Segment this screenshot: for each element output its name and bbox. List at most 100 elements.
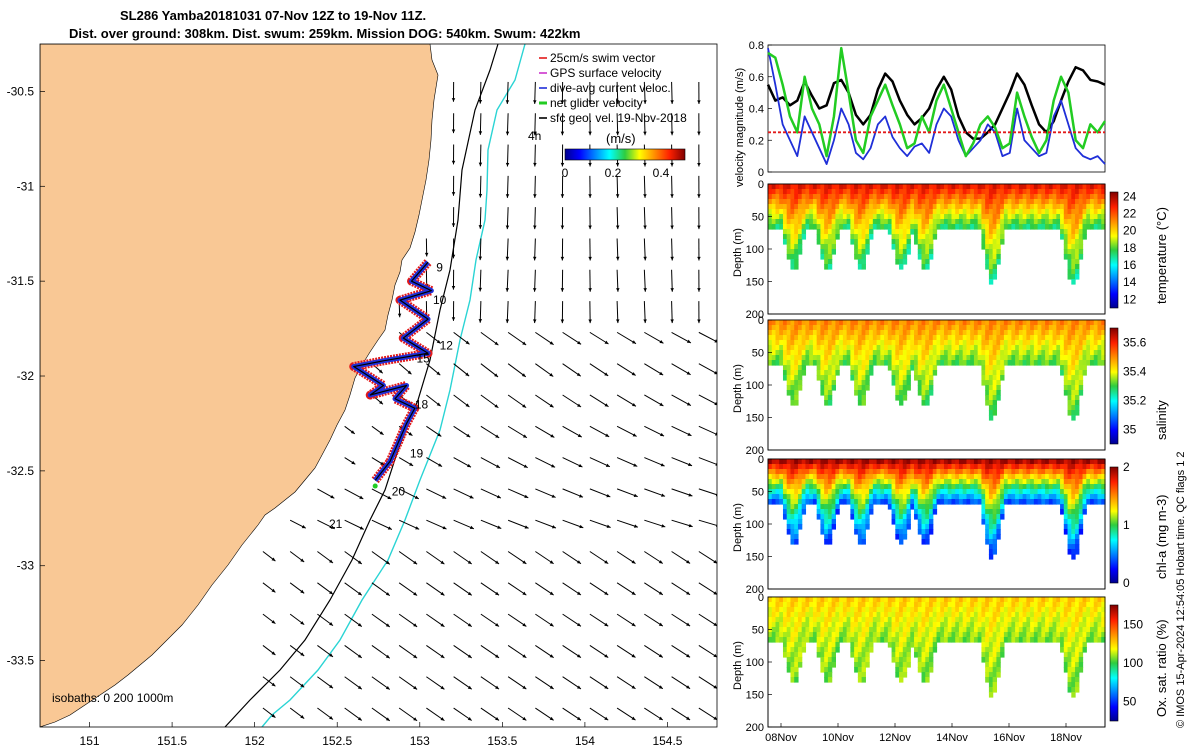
section-cell [1037, 209, 1042, 215]
section-cell [1097, 469, 1102, 475]
section-cell [1030, 602, 1035, 608]
section-cell [1063, 320, 1069, 326]
section-cell [917, 360, 923, 366]
section-cell [880, 494, 885, 500]
section-cell [1041, 219, 1046, 225]
section-cell [1011, 350, 1016, 356]
section-cell [910, 350, 915, 356]
section-cell [842, 355, 848, 361]
section-cell [880, 350, 885, 356]
section-cell [1052, 224, 1057, 230]
section-cell [876, 335, 881, 341]
section-cell [899, 514, 904, 520]
section-cell [861, 249, 866, 255]
section-cell [824, 602, 829, 608]
section-cell [921, 509, 926, 515]
section-cell [1075, 335, 1080, 341]
section-cell [1101, 209, 1106, 215]
section-cell [906, 229, 911, 235]
section-cell [906, 617, 911, 623]
section-cell [1007, 637, 1012, 643]
section-cell [768, 330, 773, 336]
section-cell [1078, 469, 1084, 475]
section-cell [842, 209, 848, 215]
section-cell [771, 627, 777, 633]
velocity-arrow [480, 488, 502, 499]
section-cell [973, 325, 979, 331]
section-cell [884, 494, 889, 500]
section-cell [790, 607, 795, 613]
section-cell [786, 249, 792, 255]
section-cell [816, 184, 822, 190]
section-cell [1015, 597, 1020, 603]
section-cell [929, 657, 934, 663]
section-cell [1026, 194, 1031, 200]
section-cell [775, 637, 780, 643]
section-cell [1041, 330, 1046, 336]
section-cell [996, 345, 1001, 351]
section-cell [958, 479, 964, 485]
section-cell [768, 184, 773, 190]
velocity-arrow-head [494, 404, 499, 408]
section-cell [1093, 627, 1099, 633]
section-cell [1052, 335, 1057, 341]
section-cell [921, 340, 926, 346]
section-cell [884, 469, 889, 475]
section-cell [1003, 204, 1009, 210]
section-cell [771, 199, 777, 205]
velocity-arrow [589, 676, 609, 690]
section-cell [869, 204, 874, 210]
section-cell [1071, 415, 1076, 421]
section-cell [820, 355, 825, 361]
section-cell [1086, 199, 1091, 205]
section-cell [996, 627, 1001, 633]
section-cell [910, 632, 915, 638]
section-cell [854, 375, 859, 381]
section-cell [899, 519, 904, 525]
section-cell [1026, 602, 1031, 608]
section-cell [899, 254, 904, 260]
section-cell [827, 534, 833, 540]
section-cell [1018, 189, 1024, 195]
section-cell [940, 622, 945, 628]
section-cell [1067, 269, 1072, 275]
section-cell [869, 612, 874, 618]
section-cell [794, 622, 799, 628]
day-label: 18 [415, 397, 429, 411]
section-cell [955, 479, 960, 485]
velocity-arrow-head [643, 194, 647, 198]
section-cell [1060, 489, 1065, 495]
velocity-arrow [507, 363, 527, 378]
section-cell [1015, 330, 1020, 336]
section-cell [827, 375, 833, 381]
section-cell [917, 355, 923, 361]
section-cell [996, 209, 1001, 215]
section-cell [884, 489, 889, 495]
section-cell [929, 529, 934, 535]
section-cell [842, 335, 848, 341]
velocity-arrow-head [688, 523, 693, 528]
velocity-arrow-head [714, 339, 717, 343]
section-cell [966, 340, 971, 346]
section-cell [797, 602, 803, 608]
section-cell [996, 249, 1001, 255]
section-cell [1056, 479, 1061, 485]
section-cell [820, 607, 825, 613]
section-cell [865, 479, 870, 485]
section-cell [1067, 662, 1072, 668]
section-cell [940, 360, 945, 366]
velocity-arrow [426, 488, 447, 500]
section-cell [951, 340, 956, 346]
section-cell [771, 214, 777, 220]
section-cell [880, 597, 885, 603]
section-cell [996, 184, 1001, 190]
section-cell [951, 320, 956, 326]
section-cell [955, 627, 960, 633]
velocity-arrow [671, 582, 691, 596]
section-cell [902, 184, 908, 190]
section-cell [846, 340, 851, 346]
velocity-arrow-head [359, 495, 364, 499]
section-cell [891, 597, 896, 603]
section-cell [1101, 474, 1106, 480]
section-cell [996, 360, 1001, 366]
